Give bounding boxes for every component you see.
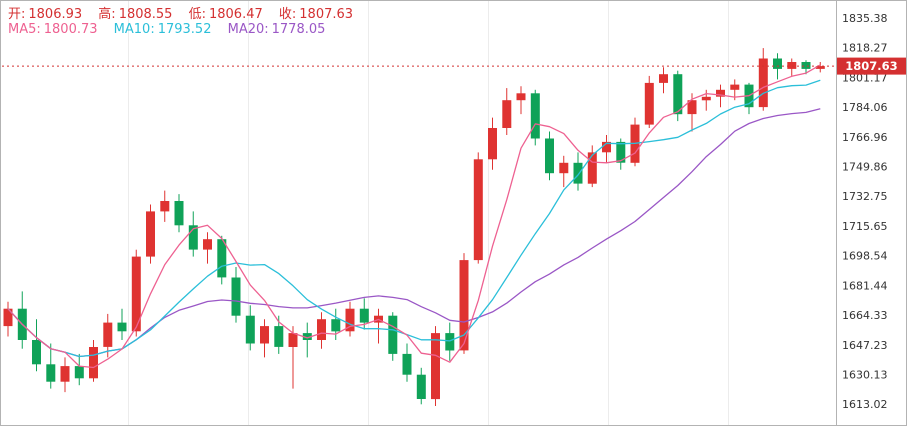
- y-axis-label: 1749.86: [842, 161, 888, 174]
- candle: [602, 135, 611, 163]
- ma5-value: 1800.73: [43, 22, 98, 37]
- y-axis-label: 1630.13: [842, 369, 888, 382]
- candle: [545, 131, 554, 181]
- candle: [3, 301, 13, 337]
- candle: [445, 322, 455, 361]
- gridlines: [128, 1, 729, 425]
- candle: [131, 249, 141, 337]
- candle: [402, 343, 412, 382]
- y-axis-label: 1664.33: [842, 309, 888, 322]
- candle: [559, 155, 569, 188]
- candle: [260, 319, 269, 358]
- candle: [188, 211, 198, 257]
- candle: [744, 82, 754, 115]
- y-axis: 1835.38 1818.27 1801.17 1784.06 1766.96 1749.…: [842, 12, 888, 411]
- close-label: 收:: [278, 7, 297, 22]
- candle: [473, 152, 483, 264]
- ma10-label: MA10:: [113, 22, 155, 37]
- ohlc-info-bar: 开: 1806.93 高: 1808.55 低: 1806.47 收: 1807.63: [8, 3, 365, 22]
- ma20-line: [7, 108, 821, 358]
- ma20-field: MA20: 1778.05: [228, 22, 326, 37]
- candle: [459, 253, 469, 354]
- candle: [331, 308, 341, 340]
- open-field: 开: 1806.93: [8, 7, 82, 22]
- high-label: 高:: [98, 7, 116, 22]
- y-axis-label: 1835.38: [842, 12, 888, 25]
- open-value: 1806.93: [28, 7, 83, 22]
- candle: [32, 319, 41, 372]
- candle: [587, 145, 597, 188]
- high-field: 高: 1808.55: [98, 7, 172, 22]
- current-price-tag: 1807.63: [837, 57, 906, 75]
- y-axis-label: 1801.17: [842, 71, 888, 84]
- open-label: 开:: [8, 7, 26, 22]
- candle: [74, 353, 84, 386]
- candle: [488, 117, 497, 170]
- candle: [60, 357, 70, 393]
- high-value: 1808.55: [118, 7, 173, 22]
- candle: [160, 190, 170, 222]
- candle: [673, 70, 683, 122]
- y-axis-label: 1766.96: [842, 131, 888, 144]
- low-value: 1806.47: [208, 7, 263, 22]
- ma-info-bar: MA5: 1800.73 MA10: 1793.52 MA20: 1778.05: [8, 22, 337, 37]
- candle: [644, 75, 654, 128]
- candle: [388, 312, 398, 361]
- y-axis-label: 1647.23: [842, 339, 888, 352]
- low-label: 低:: [188, 7, 206, 22]
- candle: [174, 194, 184, 233]
- current-price-tag-value: 1807.63: [845, 59, 897, 73]
- candle: [302, 322, 312, 358]
- candle: [701, 89, 711, 111]
- ma20-value: 1778.05: [271, 22, 326, 37]
- y-axis-label: 1784.06: [842, 101, 888, 114]
- ma5-field: MA5: 1800.73: [8, 22, 98, 37]
- close-value: 1807.63: [299, 7, 354, 22]
- candle: [245, 305, 255, 351]
- candle: [815, 62, 825, 73]
- y-axis-label: 1698.54: [842, 250, 888, 263]
- candle: [801, 60, 811, 75]
- y-axis-label: 1732.75: [842, 190, 888, 203]
- candle: [203, 232, 212, 264]
- candle: [787, 58, 797, 76]
- candle: [146, 204, 155, 264]
- ma5-line: [7, 64, 821, 369]
- candle: [46, 343, 56, 389]
- y-axis-label: 1681.44: [842, 279, 888, 292]
- ma5-label: MA5:: [8, 22, 41, 37]
- candle: [530, 89, 540, 146]
- candle: [117, 308, 127, 340]
- candle: [502, 88, 512, 135]
- candle: [630, 117, 640, 167]
- candle: [231, 267, 241, 323]
- candle: [89, 340, 98, 382]
- y-axis-label: 1818.27: [842, 42, 888, 55]
- candle: [758, 48, 768, 111]
- candle: [659, 67, 668, 94]
- close-field: 收: 1807.63: [279, 7, 353, 22]
- candle: [317, 312, 326, 349]
- candle: [288, 326, 298, 389]
- candle: [716, 84, 725, 108]
- ma20-label: MA20:: [227, 22, 269, 37]
- candle: [345, 301, 355, 337]
- candle: [416, 367, 426, 405]
- ma10-line: [7, 79, 821, 358]
- low-field: 低: 1806.47: [189, 7, 263, 22]
- candle: [516, 86, 526, 115]
- candle: [217, 235, 227, 285]
- candle: [573, 152, 583, 191]
- ma10-value: 1793.52: [157, 22, 212, 37]
- candle: [103, 313, 113, 358]
- y-axis-label: 1715.65: [842, 220, 888, 233]
- candle: [374, 308, 383, 344]
- candle: [431, 326, 440, 406]
- y-axis-label: 1613.02: [842, 398, 888, 411]
- ma10-field: MA10: 1793.52: [114, 22, 212, 37]
- candlestick-series: [3, 48, 825, 406]
